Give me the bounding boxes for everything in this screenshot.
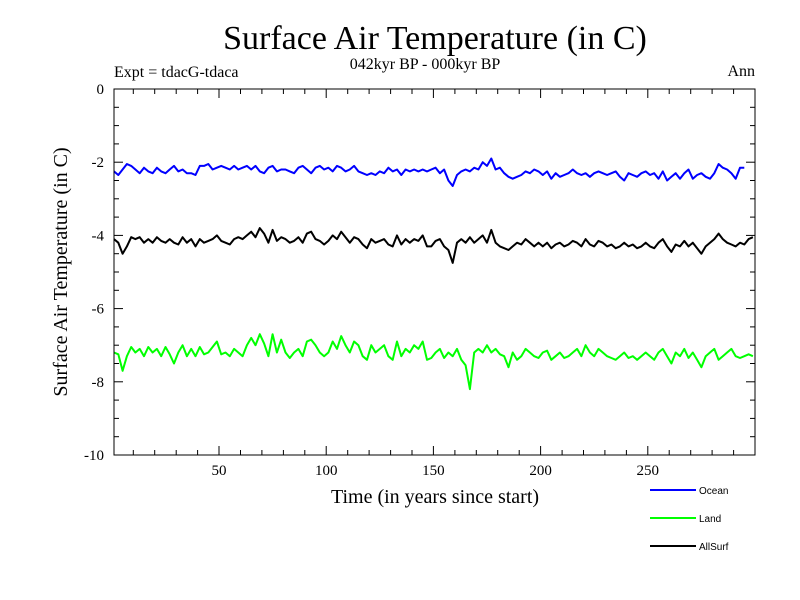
x-tick-label: 150 [422,463,445,479]
y-tick-label: -2 [92,155,105,171]
y-tick-label: -6 [92,302,105,318]
series-line-ocean [113,157,745,187]
experiment-label: Expt = tdacG-tdaca [114,64,239,81]
chart-title: Surface Air Temperature (in C) [223,20,647,57]
x-tick-label: 100 [315,463,338,479]
x-tick-label: 200 [529,463,552,479]
plot-frame [113,88,756,456]
series-line-land [113,333,754,391]
y-tick-label: 0 [97,82,105,98]
y-tick-label: -10 [84,448,104,464]
y-tick-label: -4 [92,228,105,244]
legend-label-land: Land [699,514,721,525]
series-line-allsurf [113,227,754,264]
legend-label-ocean: Ocean [699,486,728,497]
x-tick-label: 50 [212,463,227,479]
y-axis-label: Surface Air Temperature (in C) [50,147,72,396]
y-tick-labels: 0 -2 -4 -6 -8 -10 [84,82,104,464]
legend: Ocean Land AllSurf [650,486,729,553]
axis-ticks [114,89,755,455]
x-tick-labels: 50 100 150 200 250 [212,463,660,479]
chart-subtitle: 042kyr BP - 000kyr BP [350,56,501,73]
x-tick-label: 250 [637,463,660,479]
season-label: Ann [727,63,755,80]
data-series [113,157,754,391]
legend-label-allsurf: AllSurf [699,542,729,553]
x-axis-label: Time (in years since start) [331,486,539,508]
y-tick-label: -8 [92,375,105,391]
